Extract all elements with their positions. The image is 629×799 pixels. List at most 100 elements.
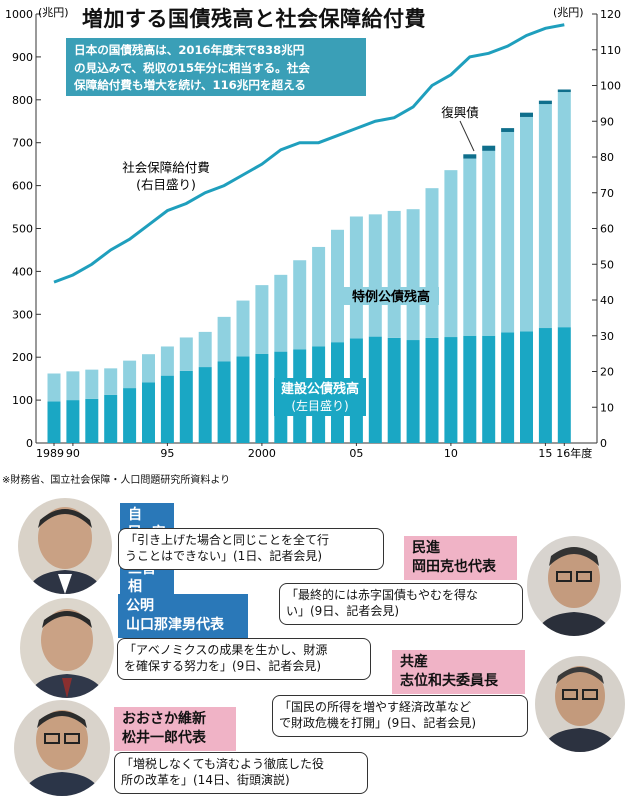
bar-特例公債残高 [236, 300, 250, 357]
bar-特例公債残高 [293, 260, 307, 350]
summary-line: の見込みで、税収の15年分に相当する。社会 [74, 60, 310, 75]
bar-建設公債残高 [482, 335, 496, 443]
bar-建設公債残高 [444, 337, 458, 443]
source-note: ※財務省、国立社会保障・人口問題研究所資料より [2, 475, 231, 486]
bar-建設公債残高 [425, 337, 439, 443]
bar-建設公債残高 [47, 401, 61, 443]
bar-特例公債残高 [179, 337, 193, 371]
right-tick-label: 100 [600, 80, 621, 93]
bar-復興債 [501, 128, 515, 132]
portrait-photo [14, 700, 110, 796]
chart-title: 増加する国債残高と社会保障給付費 [82, 7, 426, 31]
bar-特例公債残高 [463, 158, 477, 336]
x-tick-label: 05 [349, 447, 363, 460]
right-tick-label: 70 [600, 187, 614, 200]
portrait-photo [535, 656, 625, 752]
portrait-photo [20, 598, 114, 698]
bar-復興債 [557, 89, 571, 93]
summary-line: 日本の国債残高は、2016年度末で838兆円 [74, 43, 305, 57]
bar-特例公債残高 [198, 331, 212, 368]
summary-box: 日本の国債残高は、2016年度末で838兆円 の見込みで、税収の15年分に相当す… [66, 38, 366, 96]
bar-復興債 [520, 112, 533, 117]
right-tick-label: 50 [600, 258, 614, 271]
name-tag: 共産 志位和夫委員長 [392, 650, 525, 694]
right-tick-label: 120 [600, 8, 621, 21]
left-axis-unit: (兆円) [38, 6, 69, 19]
bar-特例公債残高 [557, 92, 571, 328]
quote-line: うことはできない」(1日、記者会見) [125, 549, 322, 563]
left-tick-label: 1000 [5, 8, 33, 21]
right-tick-label: 60 [600, 223, 614, 236]
bar-建設公債残高 [160, 375, 174, 443]
series-sublabel: (右目盛り) [136, 177, 196, 192]
bar-特例公債残高 [368, 214, 382, 337]
name-tag: 公明 山口那津男代表 [118, 594, 248, 638]
bar-特例公債残高 [425, 188, 439, 338]
bar-特例公債残高 [520, 116, 533, 332]
bar-特例公債残高 [444, 170, 458, 338]
bar-特例公債残高 [312, 246, 326, 347]
series-label: 建設公債残高 [281, 381, 359, 397]
left-tick-label: 500 [12, 223, 33, 236]
bar-建設公債残高 [463, 335, 477, 443]
quote-bubble: 「最終的には赤字国債もやむを得な い」(9日、記者会見) [279, 583, 523, 625]
bar-建設公債残高 [66, 400, 80, 443]
bar-建設公債残高 [520, 331, 533, 443]
right-axis-unit: (兆円) [553, 6, 584, 19]
bar-建設公債残高 [387, 337, 401, 443]
x-tick-label: 10 [444, 447, 458, 460]
right-tick-label: 20 [600, 366, 614, 379]
bar-特例公債残高 [123, 360, 137, 389]
quote-line: 「引き上げた場合と同じことを全て行 [125, 533, 330, 547]
label-bg [343, 287, 439, 305]
left-tick-label: 0 [26, 437, 33, 450]
bar-建設公債残高 [198, 367, 212, 443]
bar-特例公債残高 [255, 285, 269, 354]
series-label: 特例公債残高 [352, 289, 430, 305]
quote-line: 「最終的には赤字国債もやむを得な [286, 588, 479, 602]
right-tick-label: 110 [600, 44, 621, 57]
quote-bubble: 「増税しなくても済むよう徹底した役 所の改革を」(14日、街頭演説) [114, 752, 368, 794]
x-tick-label: 16年度 [556, 446, 592, 460]
left-tick-label: 800 [12, 94, 33, 107]
left-tick-label: 700 [12, 137, 33, 150]
bar-特例公債残高 [142, 354, 155, 383]
x-tick-label: 15 [538, 447, 552, 460]
bar-復興債 [482, 145, 496, 151]
bar-建設公債残高 [406, 340, 420, 443]
x-tick-label: 90 [66, 447, 80, 460]
quote-line: 「国民の所得を増やす経済改革など [279, 700, 472, 714]
bar-建設公債残高 [255, 353, 269, 443]
left-tick-label: 200 [12, 351, 33, 364]
right-tick-label: 80 [600, 151, 614, 164]
party-label: 民進 [412, 540, 440, 556]
bar-特例公債残高 [482, 150, 496, 336]
series-sublabel: (左目盛り) [291, 398, 348, 413]
series-label: 復興債 [441, 105, 479, 120]
person-name: 岡田克也代表 [412, 559, 496, 575]
person-name: 志位和夫委員長 [400, 673, 498, 689]
bar-建設公債残高 [85, 398, 99, 443]
quote-bubble: 「国民の所得を増やす経済改革など で財政危機を打開」(9日、記者会見) [272, 695, 528, 737]
bar-特例公債残高 [387, 210, 401, 338]
quote-line: 「増税しなくても済むよう徹底した役 [121, 757, 325, 771]
right-tick-label: 90 [600, 115, 614, 128]
party-label: 共産 [400, 654, 428, 670]
quote-line: 所の改革を」(14日、街頭演説) [121, 773, 290, 787]
bar-復興債 [463, 154, 477, 159]
quote-bubble: 「アベノミクスの成果を生かし、財源 を確保する努力を」(9日、記者会見) [117, 638, 371, 680]
x-tick-label: 2000 [248, 447, 276, 460]
bar-特例公債残高 [406, 209, 420, 341]
bar-建設公債残高 [236, 356, 250, 443]
bar-特例公債残高 [349, 216, 363, 339]
bar-特例公債残高 [274, 274, 288, 352]
name-tag: 民進 岡田克也代表 [404, 536, 517, 580]
quote-bubble: 「引き上げた場合と同じことを全て行 うことはできない」(1日、記者会見) [118, 528, 384, 570]
person-name: 山口那津男代表 [126, 617, 224, 633]
left-tick-label: 100 [12, 394, 33, 407]
label-bg [274, 378, 366, 416]
left-tick-label: 400 [12, 265, 33, 278]
bar-建設公債残高 [368, 336, 382, 443]
bar-建設公債残高 [501, 332, 515, 443]
x-tick-label: 95 [160, 447, 174, 460]
